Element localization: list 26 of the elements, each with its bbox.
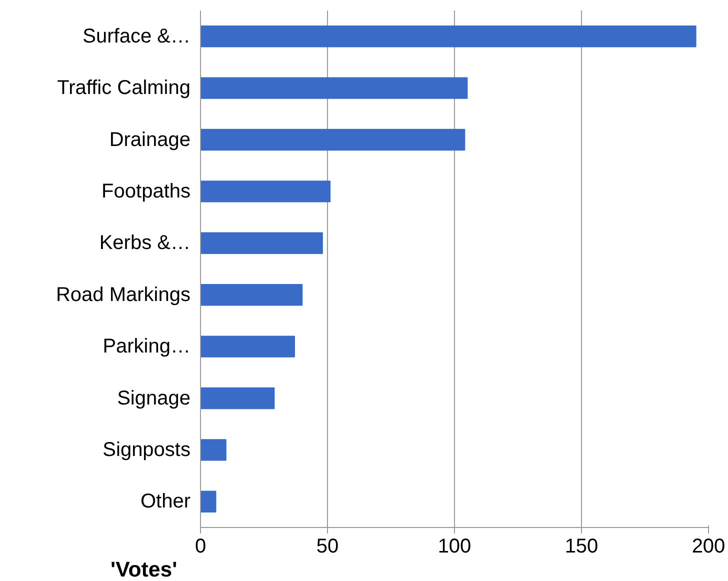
x-tick-label: 200 bbox=[692, 536, 726, 558]
y-tick-label: Signposts bbox=[102, 438, 191, 461]
y-tick-label: Footpaths bbox=[102, 180, 191, 202]
x-tick-label: 0 bbox=[194, 536, 206, 558]
y-tick-label: Traffic Calming bbox=[57, 77, 191, 100]
y-tick-label: Surface &… bbox=[82, 25, 191, 48]
bar bbox=[200, 180, 331, 202]
y-tick-label: Parking… bbox=[102, 336, 190, 358]
y-tick-label: Other bbox=[140, 490, 191, 513]
y-tick-label: Kerbs &… bbox=[99, 232, 191, 254]
bar bbox=[200, 77, 468, 99]
y-tick-label: Drainage bbox=[109, 128, 191, 151]
bar bbox=[200, 336, 295, 358]
x-tick-label: 150 bbox=[564, 536, 598, 558]
bar bbox=[200, 490, 216, 512]
bar bbox=[200, 284, 303, 306]
x-tick-label: 50 bbox=[316, 536, 339, 558]
bar bbox=[200, 128, 466, 151]
bar bbox=[200, 26, 696, 48]
y-tick-label: Road Markings bbox=[56, 284, 191, 306]
x-tick-label: 100 bbox=[438, 536, 472, 558]
bar bbox=[200, 387, 275, 410]
bar bbox=[200, 232, 323, 254]
bar bbox=[200, 439, 226, 461]
y-tick-label: Signage bbox=[117, 387, 191, 410]
x-axis-title: 'Votes' bbox=[110, 558, 178, 581]
